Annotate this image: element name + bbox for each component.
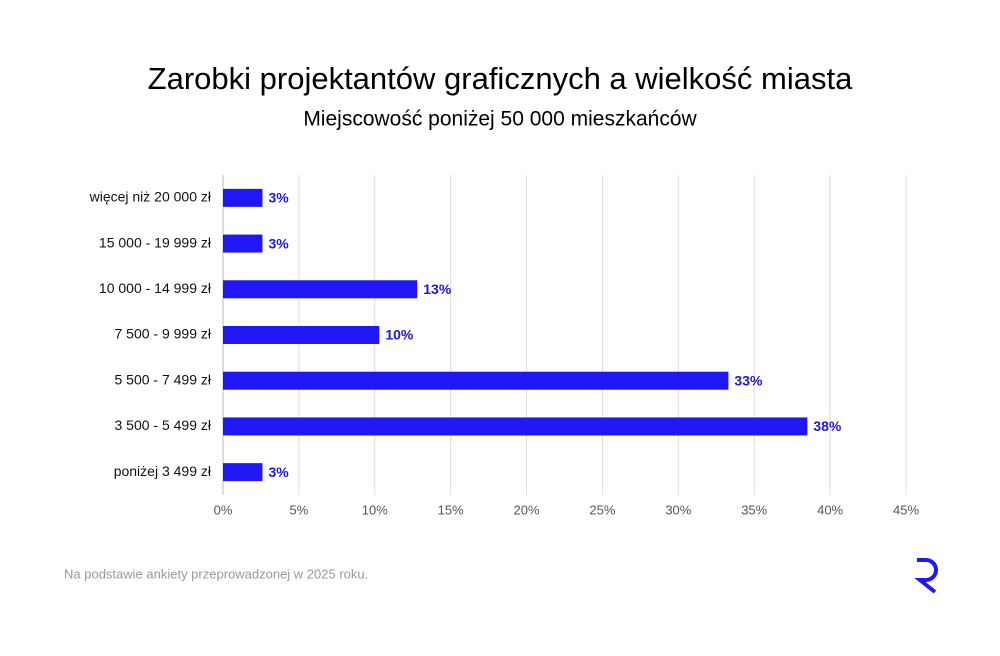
data-label: 13% [423,281,452,297]
data-label: 3% [268,464,289,480]
logo [914,558,938,594]
x-tick-label: 15% [438,502,464,517]
footnote: Na podstawie ankiety przeprowadzonej w 2… [64,566,368,581]
bar [223,417,808,436]
data-label: 3% [268,190,289,206]
bar [223,463,263,482]
y-tick-label: 15 000 - 19 999 zł [99,234,212,250]
bar [223,188,263,207]
chart-subtitle: Miejscowość poniżej 50 000 mieszkańców [303,108,697,131]
bar [223,280,418,299]
x-tick-label: 0% [214,502,233,517]
x-tick-label: 5% [289,502,308,517]
data-label: 3% [268,235,289,251]
y-tick-label: 5 500 - 7 499 zł [114,371,211,387]
x-tick-label: 10% [362,502,388,517]
y-tick-label: więcej niż 20 000 zł [89,189,212,205]
bar [223,326,380,344]
x-tick-label: 45% [893,502,919,517]
x-tick-label: 30% [665,502,691,517]
x-tick-label: 35% [741,502,767,517]
x-tick-label: 20% [514,502,540,517]
chart-title: Zarobki projektantów graficznych a wielk… [148,61,853,96]
y-tick-label: 3 500 - 5 499 zł [114,417,211,433]
data-label: 38% [813,418,842,434]
y-tick-label: 7 500 - 9 999 zł [114,326,211,342]
y-tick-label: 10 000 - 14 999 zł [99,280,212,296]
x-tick-label: 25% [589,502,615,517]
data-label: 33% [734,372,763,388]
bar [223,371,729,390]
x-tick-label: 40% [817,502,843,517]
data-label: 10% [385,327,414,343]
bar [223,234,263,253]
y-tick-label: poniżej 3 499 zł [114,463,212,479]
